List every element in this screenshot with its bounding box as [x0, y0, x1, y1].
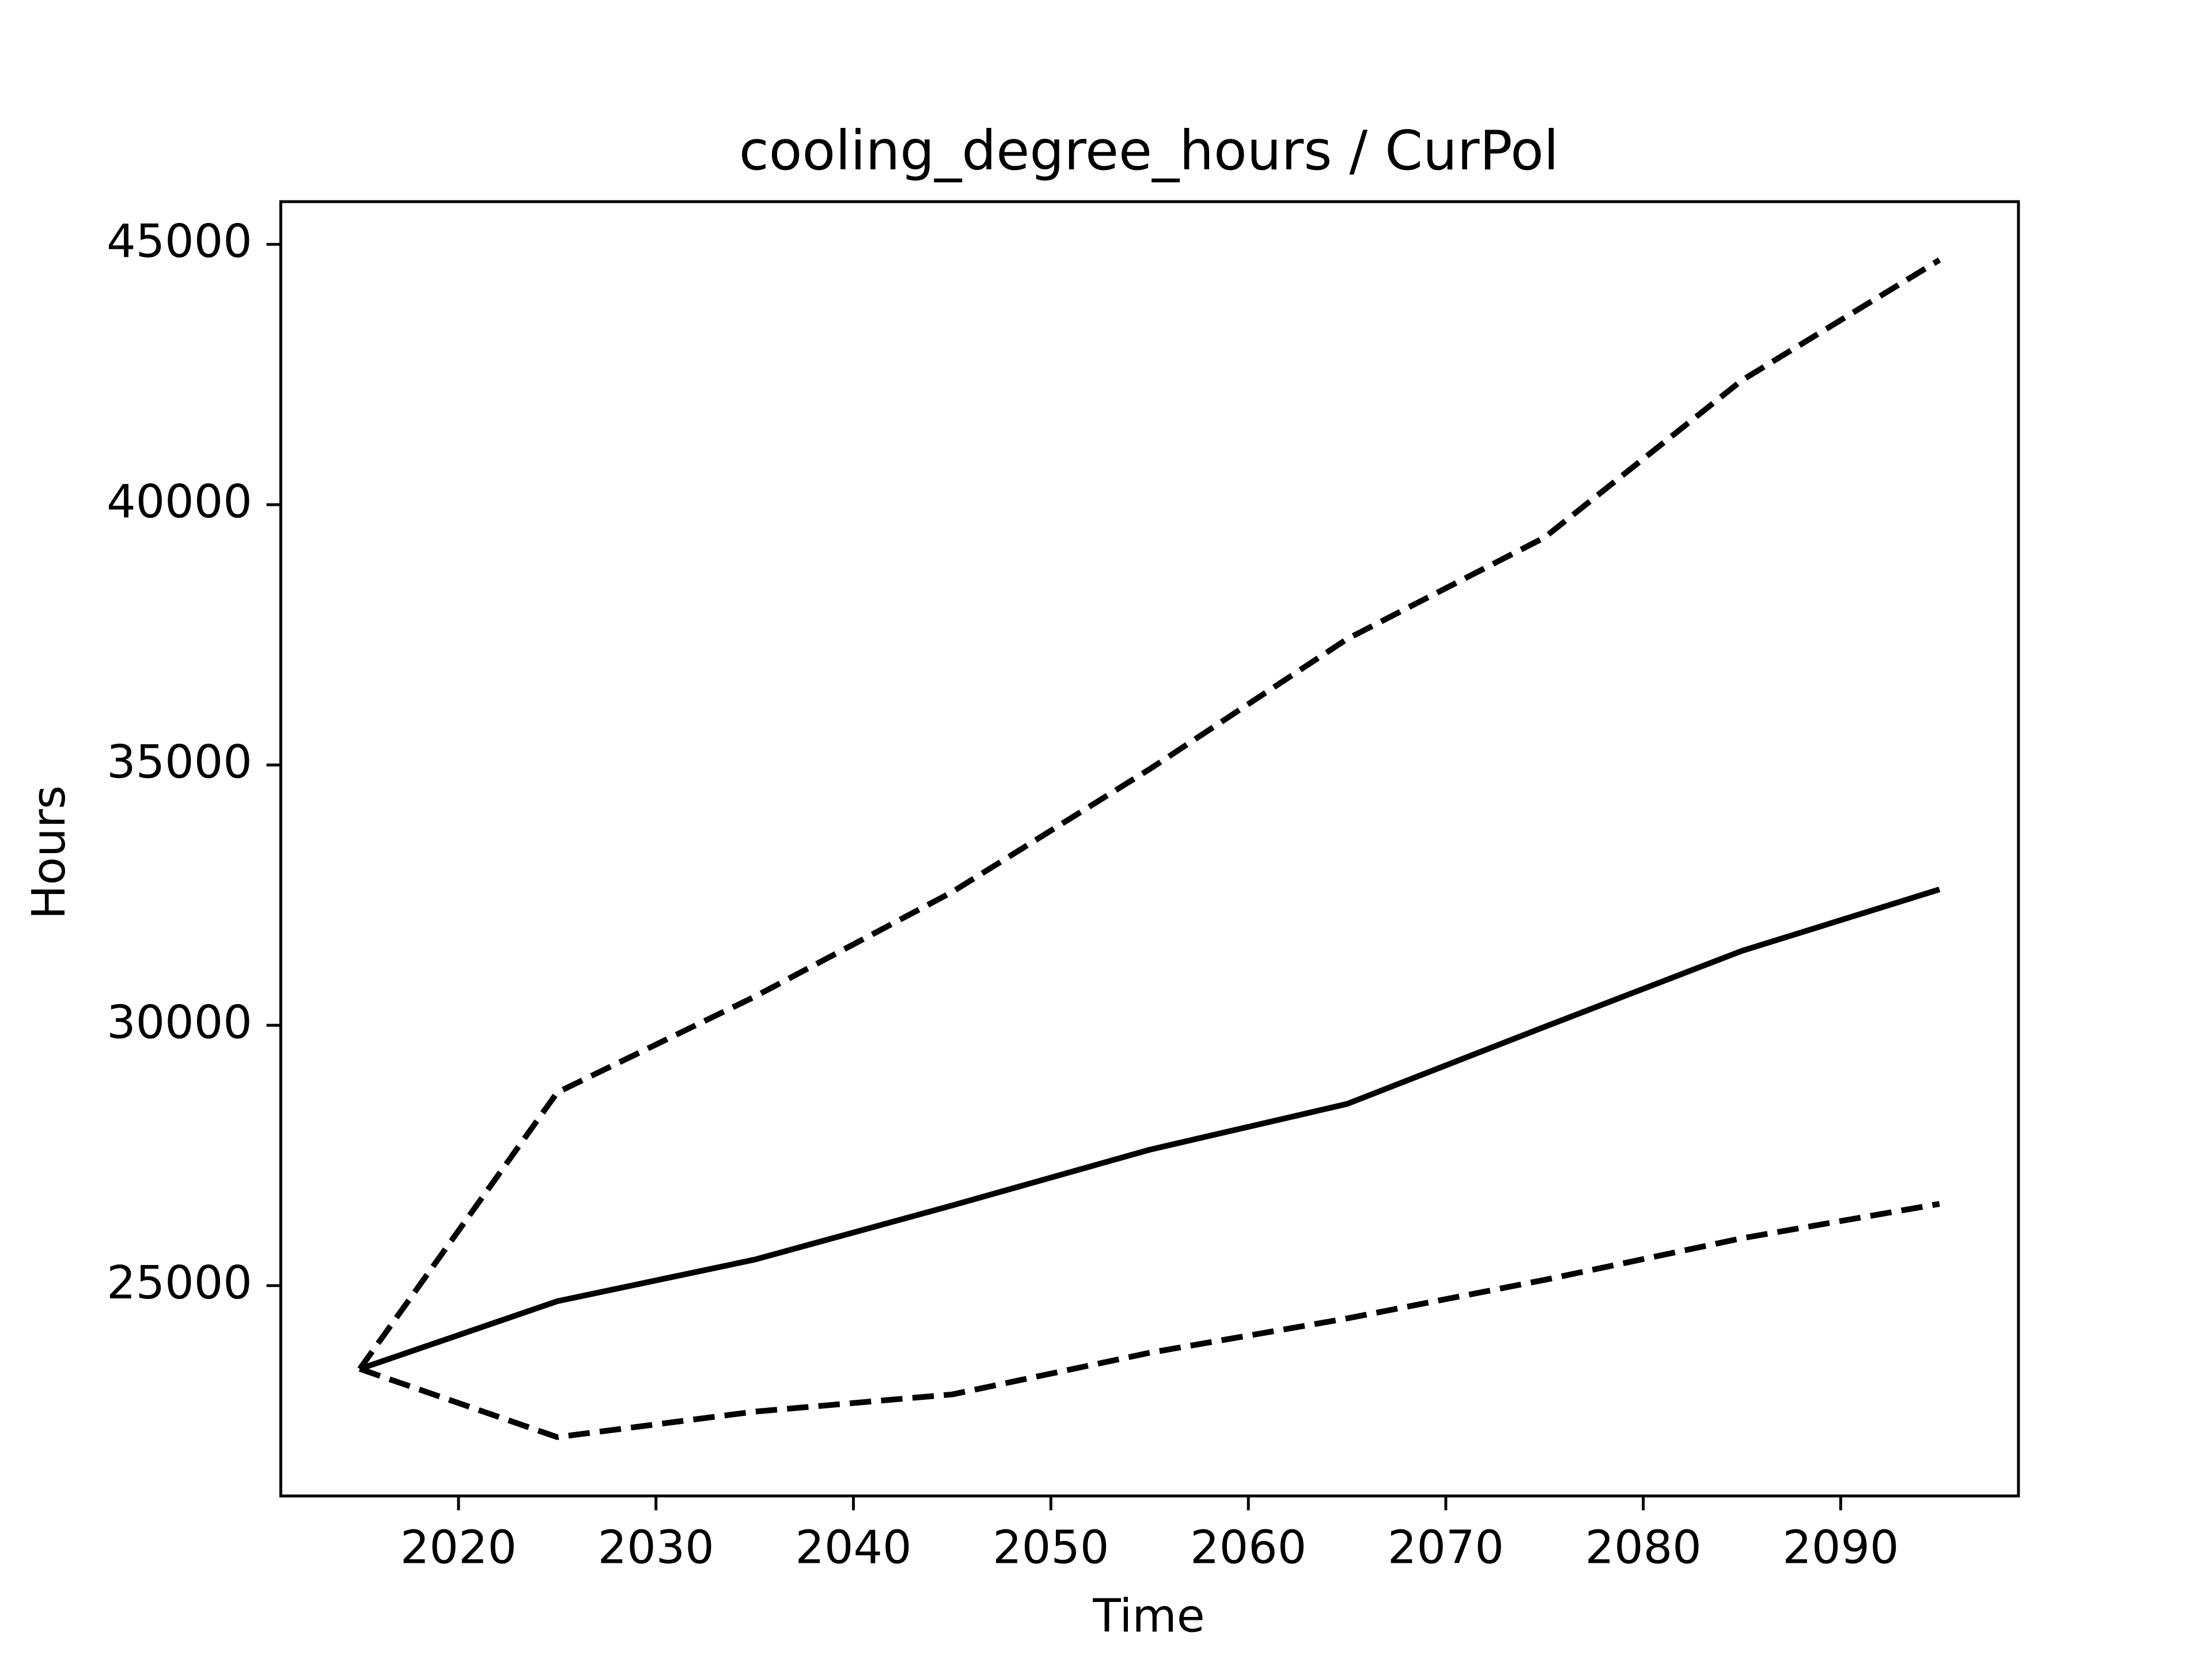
- x-axis-label: Time: [1092, 1589, 1205, 1642]
- series-line: [357, 257, 1941, 1371]
- y-tick-label: 35000: [107, 735, 252, 789]
- y-tick-label: 30000: [107, 995, 252, 1049]
- y-tick-label: 45000: [107, 214, 252, 268]
- x-tick-label: 2070: [1388, 1520, 1504, 1574]
- x-tick-label: 2040: [795, 1520, 911, 1574]
- y-axis-label: Hours: [22, 785, 75, 919]
- x-tick-label: 2050: [993, 1520, 1109, 1574]
- chart-title: cooling_degree_hours / CurPol: [739, 119, 1559, 183]
- x-tick-label: 2080: [1585, 1520, 1702, 1574]
- x-tick-label: 2090: [1782, 1520, 1899, 1574]
- y-tick-label: 40000: [107, 475, 252, 528]
- plot-frame: [279, 200, 2020, 1498]
- y-tick-label: 25000: [107, 1256, 252, 1309]
- series-line: [358, 887, 1941, 1372]
- x-tick-label: 2030: [598, 1520, 714, 1574]
- x-tick-label: 2060: [1190, 1520, 1306, 1574]
- series-line: [358, 1201, 1940, 1440]
- x-tick-label: 2020: [400, 1520, 517, 1574]
